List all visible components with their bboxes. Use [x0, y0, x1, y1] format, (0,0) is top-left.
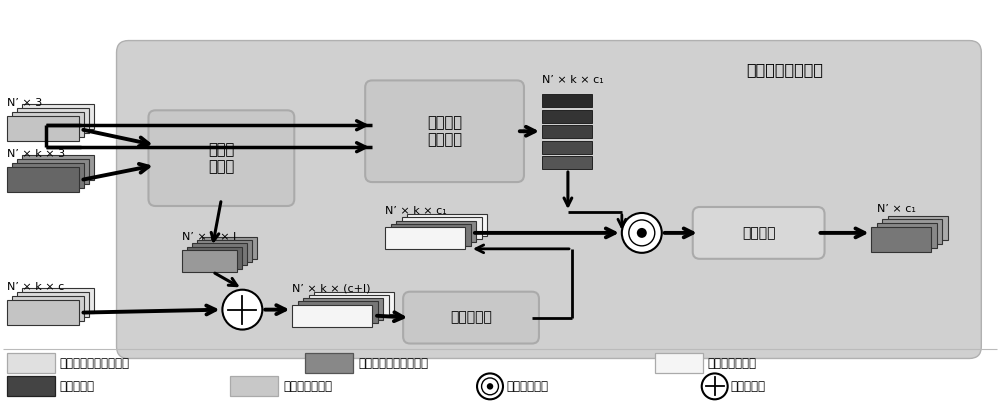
Text: 空间信
息增强: 空间信 息增强 — [208, 142, 235, 174]
FancyBboxPatch shape — [117, 41, 981, 359]
Text: 多层感知器: 多层感知器 — [450, 311, 492, 325]
Text: 局部网络
权重学习: 局部网络 权重学习 — [427, 115, 462, 147]
Circle shape — [222, 290, 262, 330]
Text: ：局部网格中心点坐标: ：局部网格中心点坐标 — [358, 357, 428, 370]
Bar — [309, 295, 389, 317]
FancyBboxPatch shape — [403, 292, 539, 344]
Bar — [542, 110, 592, 123]
Text: 局部特征聚合模块: 局部特征聚合模块 — [746, 62, 823, 77]
Bar — [655, 354, 703, 373]
Bar — [182, 250, 237, 272]
Bar — [542, 156, 592, 169]
Bar — [22, 104, 94, 129]
FancyBboxPatch shape — [365, 81, 524, 182]
Text: N’ × k × c₁: N’ × k × c₁ — [385, 206, 447, 216]
Bar — [197, 240, 252, 262]
Text: N’ × 3: N’ × 3 — [7, 98, 42, 108]
Text: 加权求和: 加权求和 — [742, 226, 775, 240]
Text: ：局部特征信息: ：局部特征信息 — [283, 380, 332, 393]
Bar — [17, 159, 89, 184]
Text: ：中心网格中心点坐标: ：中心网格中心点坐标 — [60, 357, 130, 370]
Text: N’ × k × c: N’ × k × c — [7, 282, 64, 292]
Bar — [192, 243, 247, 265]
Bar — [12, 163, 84, 188]
Text: ：哈达玛乘积: ：哈达玛乘积 — [506, 380, 548, 393]
Bar — [298, 302, 378, 324]
Bar — [877, 223, 937, 248]
Bar — [871, 227, 931, 252]
Bar — [7, 354, 55, 373]
Bar — [7, 116, 79, 141]
FancyBboxPatch shape — [693, 207, 825, 259]
Bar — [407, 214, 487, 236]
Bar — [12, 295, 84, 321]
Bar — [542, 125, 592, 138]
Bar — [7, 167, 79, 192]
Bar — [888, 216, 948, 241]
Bar — [230, 376, 278, 396]
Circle shape — [622, 213, 662, 253]
Bar — [542, 94, 592, 107]
Bar — [314, 292, 394, 314]
Text: N’ × k × 3: N’ × k × 3 — [7, 149, 65, 159]
Bar — [292, 305, 372, 326]
Bar — [7, 376, 55, 396]
Circle shape — [477, 373, 503, 399]
Bar — [17, 292, 89, 317]
Text: N’ × k × c₁: N’ × k × c₁ — [542, 75, 604, 85]
Bar — [7, 300, 79, 325]
Bar — [385, 227, 465, 249]
Circle shape — [702, 373, 728, 399]
Text: N’ × c₁: N’ × c₁ — [877, 204, 916, 214]
FancyBboxPatch shape — [148, 110, 294, 206]
Text: N’ × k × l: N’ × k × l — [182, 232, 237, 242]
Text: ：特征拼接: ：特征拼接 — [731, 380, 766, 393]
Bar — [391, 224, 471, 246]
Circle shape — [637, 228, 647, 238]
Text: N’ × k × (c+l): N’ × k × (c+l) — [292, 284, 371, 294]
Bar — [303, 298, 383, 320]
Bar — [187, 247, 242, 269]
Bar — [22, 288, 94, 313]
Bar — [882, 219, 942, 244]
Text: ：权重矩阵: ：权重矩阵 — [60, 380, 95, 393]
Circle shape — [487, 383, 493, 389]
Text: ：网格特征向量: ：网格特征向量 — [708, 357, 757, 370]
Bar — [402, 217, 482, 239]
Bar — [22, 155, 94, 180]
Bar — [12, 112, 84, 137]
Bar — [17, 108, 89, 133]
Bar — [202, 237, 257, 259]
Bar — [305, 354, 353, 373]
Bar — [396, 221, 476, 243]
Bar — [542, 141, 592, 154]
